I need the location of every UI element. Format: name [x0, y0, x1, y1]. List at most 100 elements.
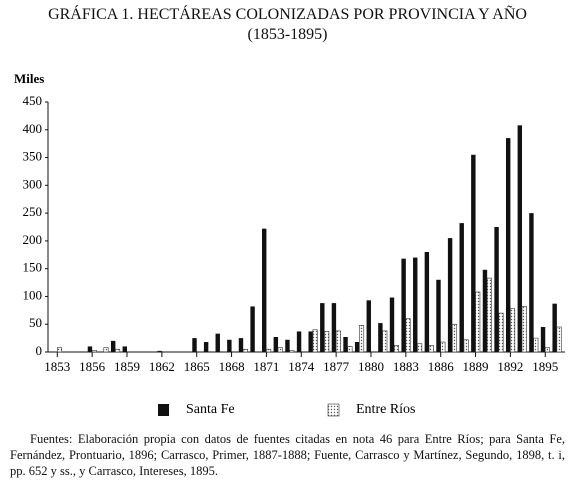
bar: [110, 340, 116, 352]
bar: [459, 223, 464, 352]
bar: [296, 331, 302, 352]
y-tick-label: 0: [36, 343, 43, 358]
y-tick-label: 400: [23, 121, 43, 136]
bar: [405, 318, 411, 353]
bar: [354, 342, 360, 352]
bar: [324, 331, 330, 353]
bar: [475, 291, 481, 353]
bar: [382, 330, 388, 353]
footnote: Fuentes: Elaboración propia con datos de…: [10, 432, 565, 478]
x-tick-label: 1886: [428, 359, 455, 374]
bar: [424, 252, 430, 352]
bar: [436, 279, 441, 352]
chart-subtitle: (1853-1895): [247, 26, 328, 43]
bar: [242, 348, 248, 353]
bar: [494, 227, 499, 352]
x-tick-label: 1880: [358, 359, 384, 374]
bar: [308, 331, 313, 352]
bar: [335, 330, 341, 353]
bar: [192, 338, 197, 352]
x-tick-label: 1892: [497, 359, 523, 374]
bar: [447, 238, 453, 352]
bar: [540, 327, 546, 352]
bar: [343, 337, 348, 352]
x-tick-label: 1856: [79, 359, 106, 374]
bar: [289, 350, 295, 353]
bar: [505, 138, 511, 352]
y-tick-label: 50: [29, 315, 42, 330]
bar: [157, 350, 162, 352]
bar: [544, 347, 550, 353]
y-tick-label: 300: [23, 176, 43, 191]
bar: [510, 308, 516, 353]
chart-title: GRÁFICA 1. HECTÁREAS COLONIZADAS POR PRO…: [48, 6, 527, 23]
bar: [393, 345, 399, 353]
bar: [312, 329, 318, 353]
y-tick-label: 200: [23, 232, 43, 247]
x-tick-label: 1895: [532, 359, 558, 374]
bar: [471, 154, 476, 352]
x-tick-label: 1859: [114, 359, 140, 374]
bar: [266, 348, 272, 353]
bar: [440, 341, 446, 353]
legend-swatch: [158, 404, 169, 416]
bar: [452, 323, 458, 353]
bar: [320, 303, 325, 352]
bar: [517, 125, 523, 352]
bar: [359, 325, 365, 353]
bar: [482, 269, 488, 352]
bar: [238, 338, 244, 352]
y-tick-label: 150: [23, 260, 43, 275]
bar: [115, 348, 121, 353]
x-tick-label: 1889: [463, 359, 489, 374]
bar: [87, 346, 93, 352]
bar: [122, 346, 128, 352]
bar: [250, 306, 255, 352]
bar: [203, 342, 209, 352]
bar: [552, 303, 557, 352]
x-tick-label: 1862: [149, 359, 175, 374]
bar: [103, 347, 109, 353]
bar: [529, 213, 534, 352]
x-tick-label: 1877: [323, 359, 350, 374]
bar: [486, 277, 492, 353]
bar: [428, 345, 434, 353]
x-tick-label: 1871: [253, 359, 279, 374]
bar: [277, 347, 283, 353]
bar: [215, 333, 220, 352]
bar: [331, 303, 337, 352]
x-tick-label: 1853: [44, 359, 70, 374]
bar: [463, 339, 469, 353]
bar: [389, 297, 395, 352]
bar: [285, 339, 290, 352]
bar: [413, 257, 418, 352]
bar: [366, 300, 371, 352]
x-tick-label: 1883: [393, 359, 419, 374]
bar: [401, 258, 406, 352]
legend-label: Entre Ríos: [356, 402, 416, 417]
bar: [227, 339, 232, 352]
y-tick-label: 450: [23, 93, 43, 108]
bar: [417, 343, 423, 353]
chart: Miles 0 50 100 150 200 250 300 350 400 450 1853 185…: [14, 71, 565, 417]
x-tick-label: 1868: [219, 359, 245, 374]
y-tick-label: 250: [23, 204, 43, 219]
y-tick-label: 100: [23, 287, 43, 302]
bar: [91, 350, 97, 353]
bar: [347, 346, 353, 353]
bar: [56, 347, 63, 353]
bar: [533, 337, 539, 353]
bar: [262, 228, 267, 352]
y-tick-label: 350: [23, 149, 43, 164]
x-tick-label: 1874: [288, 359, 315, 374]
bar: [556, 326, 562, 353]
legend-swatch: [327, 403, 340, 417]
x-tick-label: 1865: [184, 359, 210, 374]
y-axis-label: Miles: [14, 71, 44, 86]
legend-label: Santa Fe: [186, 402, 235, 417]
bar: [498, 312, 504, 353]
bar: [273, 337, 279, 352]
bar: [378, 323, 383, 352]
bar: [521, 306, 527, 353]
